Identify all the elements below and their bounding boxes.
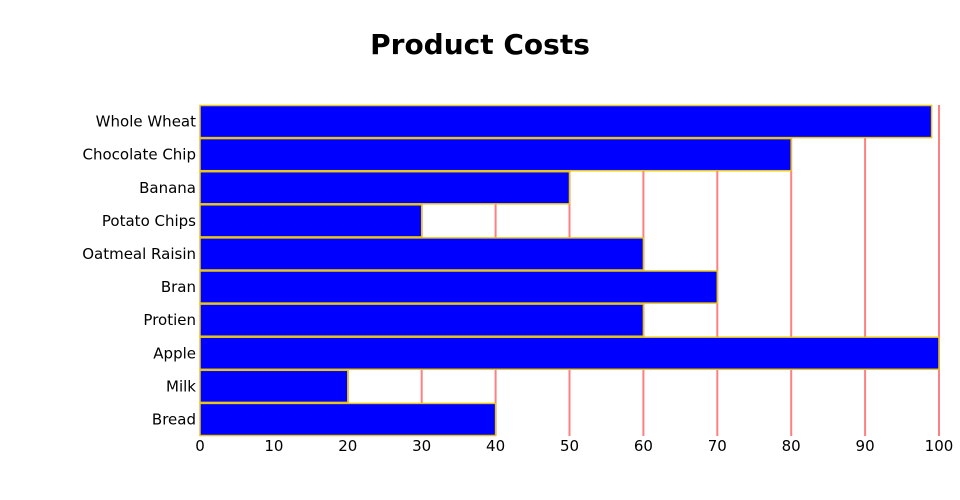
bar <box>199 237 645 271</box>
y-tick-label: Bran <box>161 278 196 296</box>
x-tick-label: 40 <box>486 437 505 455</box>
y-tick-label: Apple <box>153 344 196 362</box>
x-tick-label: 90 <box>856 437 875 455</box>
bar <box>199 303 645 337</box>
x-tick-label: 70 <box>708 437 727 455</box>
bar <box>199 204 423 238</box>
bars <box>199 104 940 437</box>
bar <box>199 137 792 172</box>
y-tick-label: Banana <box>139 179 196 197</box>
x-tick-label: 60 <box>634 437 653 455</box>
x-tick-label: 100 <box>925 437 954 455</box>
y-tick-label: Whole Wheat <box>96 113 196 131</box>
bar <box>199 369 349 404</box>
y-tick-label: Milk <box>166 377 196 395</box>
y-tick-label: Bread <box>152 410 196 428</box>
chart-title: Product Costs <box>370 28 590 61</box>
x-tick-label: 0 <box>195 437 205 455</box>
bar <box>199 270 719 304</box>
x-tick-label: 20 <box>338 437 357 455</box>
x-tick-label: 50 <box>560 437 579 455</box>
bar <box>199 336 940 371</box>
bar <box>199 104 933 139</box>
y-tick-labels: Whole Wheat Chocolate Chip Banana Potato Ch… <box>82 113 196 429</box>
y-tick-label: Oatmeal Raisin <box>82 245 196 263</box>
x-tick-label: 80 <box>782 437 801 455</box>
x-tick-labels: 0 10 20 30 40 50 60 70 80 90 100 <box>195 437 953 455</box>
y-tick-label: Chocolate Chip <box>83 146 197 164</box>
bar <box>199 170 571 205</box>
y-tick-label: Protien <box>143 311 196 329</box>
y-tick-label: Potato Chips <box>102 212 196 230</box>
x-tick-label: 30 <box>412 437 431 455</box>
bar <box>199 402 497 437</box>
x-tick-label: 10 <box>264 437 283 455</box>
